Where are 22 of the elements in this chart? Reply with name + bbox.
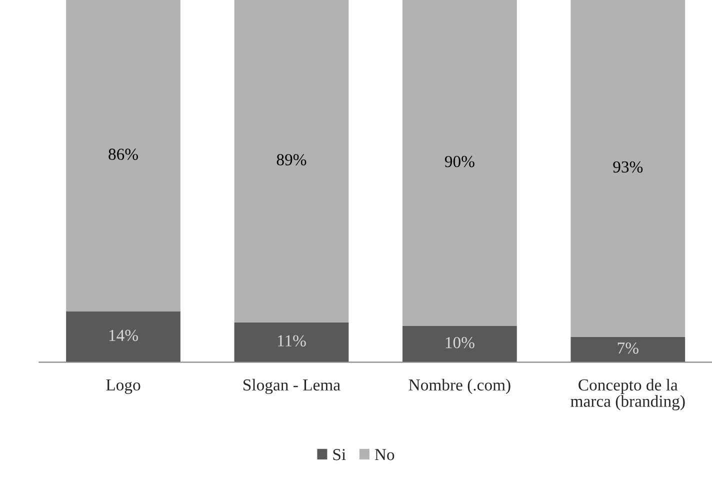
bar bbox=[402, 326, 517, 362]
bar bbox=[402, 0, 517, 326]
bar bbox=[66, 0, 180, 312]
data-label: 90% bbox=[444, 156, 474, 168]
bar bbox=[66, 311, 180, 362]
data-label: 11% bbox=[278, 335, 306, 346]
data-label: 7% bbox=[618, 342, 638, 354]
legend-label: No bbox=[374, 449, 394, 460]
x-tick-label: Concepto de la marca (branding) bbox=[570, 378, 685, 410]
bar bbox=[234, 0, 349, 322]
x-tick-label: Nombre (.com) bbox=[408, 378, 510, 394]
x-tick-label: Slogan - Lema bbox=[244, 378, 340, 394]
x-tick-label: Logo bbox=[106, 379, 140, 394]
data-label: 86% bbox=[108, 148, 138, 160]
data-label: 14% bbox=[109, 330, 138, 342]
bar bbox=[570, 336, 686, 362]
legend-label: Si bbox=[333, 449, 346, 460]
data-label: 93% bbox=[613, 161, 643, 173]
data-label: 10% bbox=[446, 337, 474, 348]
bar bbox=[234, 322, 349, 362]
bar bbox=[570, 0, 686, 337]
data-label: 89% bbox=[276, 154, 306, 166]
